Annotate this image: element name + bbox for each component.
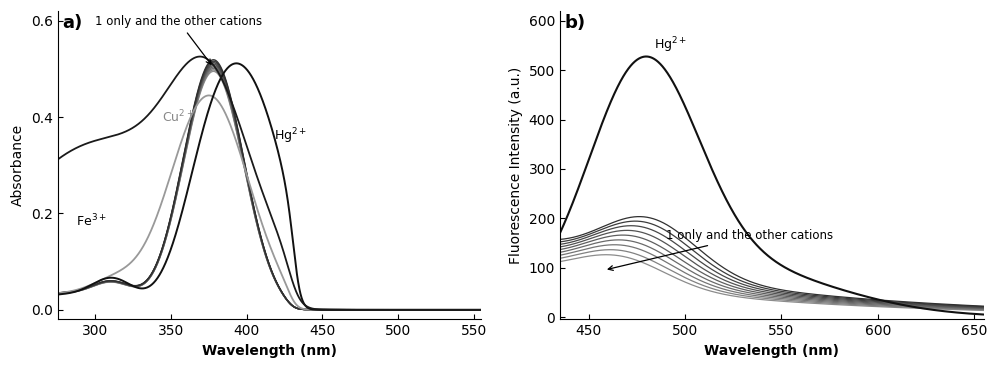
Y-axis label: Absorbance: Absorbance <box>11 124 25 206</box>
X-axis label: Wavelength (nm): Wavelength (nm) <box>202 344 337 358</box>
Text: Hg$^{2+}$: Hg$^{2+}$ <box>274 127 307 146</box>
Text: 1 only and the other cations: 1 only and the other cations <box>95 15 262 64</box>
Text: Hg$^{2+}$: Hg$^{2+}$ <box>654 35 687 55</box>
Text: Fe$^{3+}$: Fe$^{3+}$ <box>76 213 106 229</box>
X-axis label: Wavelength (nm): Wavelength (nm) <box>704 344 839 358</box>
Text: b): b) <box>564 14 585 32</box>
Y-axis label: Fluorescence Intensity (a.u.): Fluorescence Intensity (a.u.) <box>509 67 523 264</box>
Text: 1 only and the other cations: 1 only and the other cations <box>608 229 833 270</box>
Text: a): a) <box>62 14 82 32</box>
Text: Cu$^{2+}$: Cu$^{2+}$ <box>162 109 195 125</box>
